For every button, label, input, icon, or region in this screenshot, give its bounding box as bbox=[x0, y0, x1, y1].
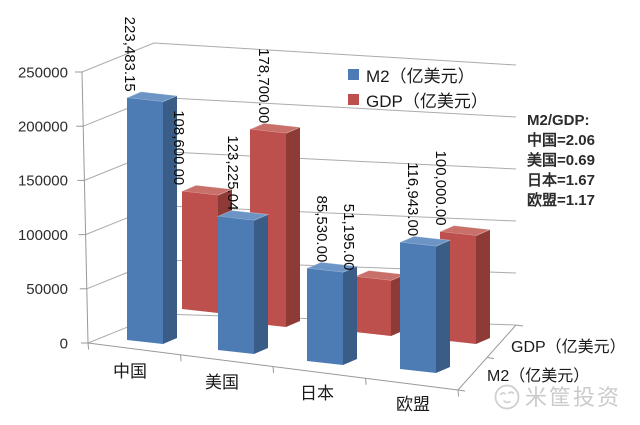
bar-value-label: 178,700.00 bbox=[255, 48, 272, 123]
category-axis-label-中国: 中国 bbox=[113, 362, 147, 381]
bar-side-GDP（亿美元）-欧盟 bbox=[476, 229, 490, 344]
ratio-annotation: M2/GDP: 中国=2.06 美国=0.69 日本=1.67 欧盟=1.17 bbox=[527, 111, 595, 211]
legend-item-m2: M2（亿美元） bbox=[348, 62, 488, 87]
legend-swatch-m2-icon bbox=[348, 69, 359, 80]
value-axis-tick-label: 50000 bbox=[26, 281, 68, 298]
annotation-line-us: 美国=0.69 bbox=[527, 152, 595, 169]
side-wall-gridline bbox=[81, 42, 155, 73]
annotation-title: M2/GDP: bbox=[527, 112, 590, 129]
value-axis-tick-label: 0 bbox=[60, 335, 68, 352]
watermark-text: 米筐投资 bbox=[525, 385, 622, 410]
bar-front-GDP（亿美元）-中国 bbox=[182, 191, 218, 313]
value-axis bbox=[81, 71, 89, 344]
depth-axis-label-gdp: GDP（亿美元） bbox=[511, 339, 626, 356]
category-axis-tick bbox=[180, 354, 182, 362]
back-wall-gridline bbox=[156, 150, 517, 170]
value-axis-tick-label: 200000 bbox=[18, 118, 68, 135]
bar-value-label: 100,000.00 bbox=[432, 151, 449, 226]
bar-value-label: 85,530.00 bbox=[313, 196, 330, 263]
back-wall-gridline bbox=[153, 42, 517, 66]
bar-side-M2（亿美元）-中国 bbox=[163, 95, 177, 344]
depth-axis-label-m2: M2（亿美元） bbox=[487, 368, 590, 385]
value-axis-tick-label: 250000 bbox=[18, 64, 68, 81]
watermark: 米筐投资 bbox=[492, 380, 621, 412]
legend-label-gdp: GDP（亿美元） bbox=[366, 92, 488, 111]
value-axis-tick-label: 150000 bbox=[18, 173, 68, 190]
category-axis-tick bbox=[365, 378, 367, 385]
bar-front-M2（亿美元）-美国 bbox=[218, 216, 254, 354]
legend-label-m2: M2（亿美元） bbox=[366, 67, 475, 86]
bar-front-M2（亿美元）-欧盟 bbox=[400, 242, 436, 373]
bar-front-M2（亿美元）-日本 bbox=[307, 268, 343, 365]
bar-side-M2（亿美元）-美国 bbox=[254, 214, 268, 354]
bar-side-M2（亿美元）-日本 bbox=[343, 266, 357, 365]
bar-value-label: 108,600.00 bbox=[170, 110, 187, 185]
category-axis-tick bbox=[457, 389, 460, 397]
depth-axis-tick bbox=[486, 357, 495, 359]
watermark-smiley-logo-icon bbox=[494, 384, 520, 410]
depth-axis-tick bbox=[515, 324, 524, 327]
category-axis-tick bbox=[87, 342, 90, 350]
annotation-line-eu: 欧盟=1.17 bbox=[527, 192, 595, 209]
bar-value-label: 123,225.04 bbox=[224, 135, 241, 210]
bar-front-M2（亿美元）-中国 bbox=[127, 97, 163, 344]
bar-side-M2（亿美元）-欧盟 bbox=[436, 240, 450, 373]
category-axis-tick bbox=[272, 366, 275, 374]
value-axis-tick-label: 100000 bbox=[18, 227, 68, 244]
depth-axis-tick bbox=[457, 389, 466, 392]
bar-value-label: 223,483.15 bbox=[121, 17, 138, 92]
bar-front-GDP（亿美元）-日本 bbox=[355, 276, 391, 336]
annotation-line-japan: 日本=1.67 bbox=[527, 172, 595, 189]
bar-top-M2（亿美元）-日本 bbox=[305, 261, 359, 273]
bar-value-label: 51,195.00 bbox=[340, 204, 357, 271]
category-axis-label-美国: 美国 bbox=[205, 373, 239, 392]
category-axis-label-日本: 日本 bbox=[300, 384, 334, 403]
bar-value-label: 116,943.00 bbox=[404, 162, 421, 236]
chart-legend: M2（亿美元） GDP（亿美元） bbox=[348, 62, 488, 112]
bar-top-M2（亿美元）-中国 bbox=[125, 91, 179, 103]
category-axis-label-欧盟: 欧盟 bbox=[396, 395, 430, 414]
bar-side-GDP（亿美元）-美国 bbox=[286, 127, 300, 327]
legend-item-gdp: GDP（亿美元） bbox=[348, 87, 488, 112]
back-wall-gridline bbox=[155, 96, 517, 118]
legend-swatch-gdp-icon bbox=[348, 94, 359, 105]
annotation-line-china: 中国=2.06 bbox=[527, 132, 595, 149]
